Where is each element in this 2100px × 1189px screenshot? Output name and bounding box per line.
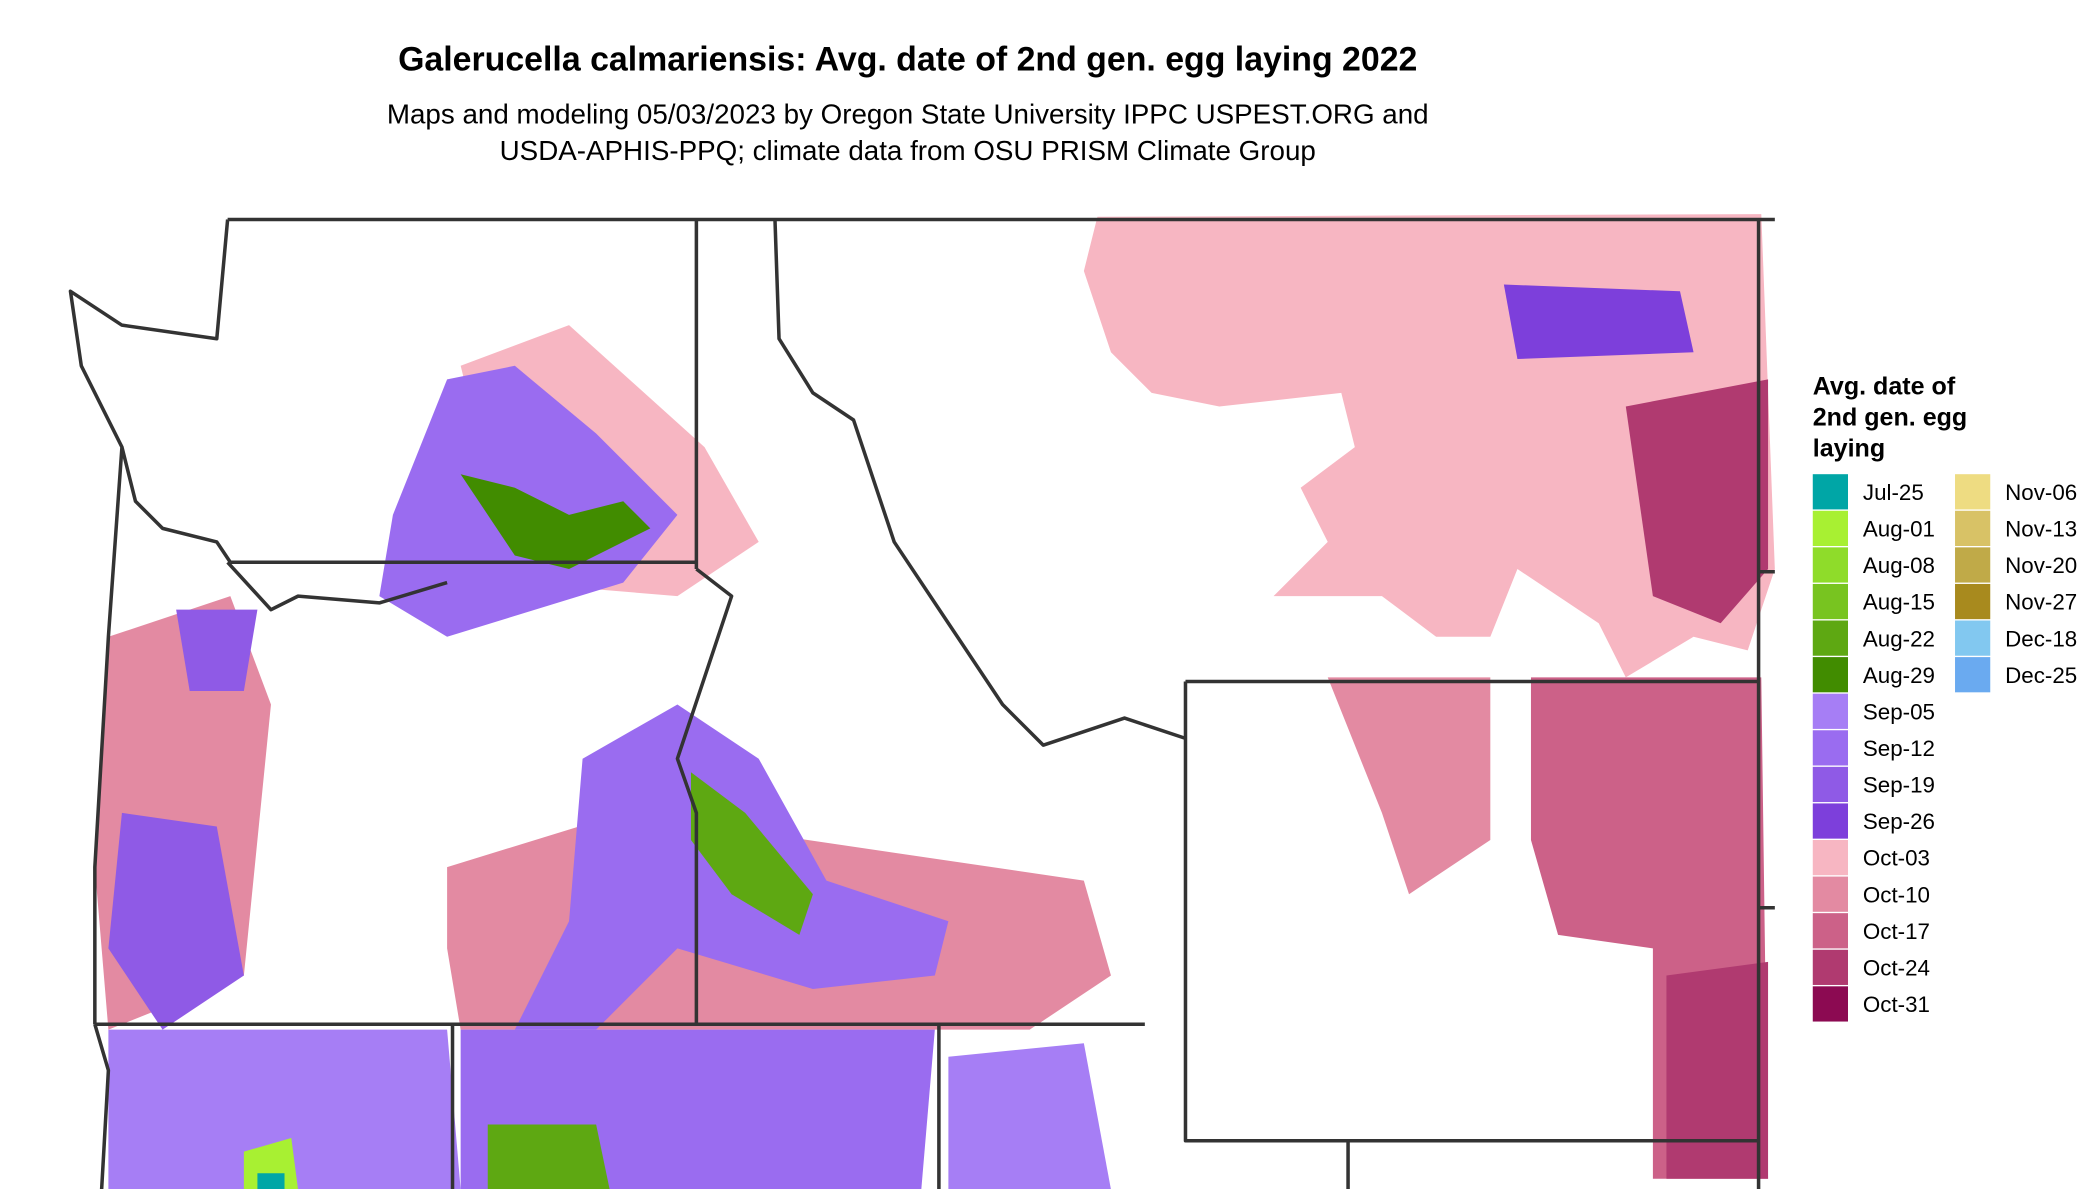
region	[690, 772, 813, 935]
legend-swatch	[1812, 839, 1848, 876]
legend-label: Dec-18	[2005, 626, 2077, 651]
legend-swatch	[1955, 474, 1991, 510]
legend: Avg. date of 2nd gen. egg laying Jul-25 A…	[1812, 372, 2077, 1022]
legend-swatch	[1812, 913, 1848, 949]
region	[1327, 677, 1491, 895]
region	[108, 812, 244, 1030]
legend-label: Sep-26	[1863, 809, 1935, 834]
legend-label: Oct-31	[1863, 992, 1930, 1017]
legend-label: Nov-13	[2005, 517, 2077, 542]
region	[108, 1029, 461, 1189]
legend-swatch	[1812, 730, 1848, 766]
legend-swatch	[1812, 803, 1848, 839]
legend-swatch	[1812, 693, 1848, 729]
map-green-regions	[243, 474, 813, 1189]
region	[176, 609, 258, 691]
legend-items: Jul-25 Aug-01 Aug-08 Aug-15 Aug-22 Aug-29 Sep-…	[1812, 474, 2077, 1022]
legend-swatch	[1812, 620, 1848, 656]
region	[1666, 961, 1769, 1179]
legend-label: Nov-20	[2005, 553, 2077, 578]
legend-swatch	[1955, 547, 1991, 583]
region	[948, 1043, 1111, 1189]
legend-swatch	[1812, 876, 1848, 912]
legend-label: Nov-06	[2005, 480, 2077, 505]
region	[257, 1173, 285, 1189]
map	[68, 214, 1775, 1189]
legend-swatch	[1812, 547, 1848, 583]
legend-label: Aug-29	[1863, 663, 1935, 688]
region	[460, 474, 651, 570]
legend-label: Oct-24	[1863, 955, 1930, 980]
legend-swatch	[1812, 474, 1848, 510]
border	[68, 217, 1775, 1189]
legend-label: Aug-08	[1863, 553, 1935, 578]
legend-swatch	[1955, 510, 1991, 546]
legend-swatch	[1955, 657, 1991, 693]
legend-label: Oct-03	[1863, 846, 1930, 871]
legend-label: Oct-17	[1863, 919, 1930, 944]
title: Galerucella calmariensis: Avg. date of 2…	[398, 40, 1417, 78]
subtitle: USDA-APHIS-PPQ; climate data from OSU PR…	[500, 135, 1316, 166]
legend-label: Oct-10	[1863, 882, 1930, 907]
legend-label: Sep-19	[1863, 773, 1935, 798]
region	[1625, 379, 1769, 624]
legend-swatch	[1955, 583, 1991, 620]
legend-title: laying	[1813, 435, 1885, 463]
state-borders	[68, 217, 1775, 1189]
legend-label: Sep-05	[1863, 699, 1935, 724]
legend-label: Aug-15	[1863, 590, 1935, 615]
legend-swatch	[1812, 510, 1848, 546]
legend-swatch	[1812, 949, 1848, 985]
legend-label: Jul-25	[1863, 480, 1924, 505]
legend-swatch	[1812, 657, 1848, 693]
legend-swatch	[1812, 986, 1848, 1022]
legend-label: Aug-01	[1863, 517, 1935, 542]
region	[1503, 284, 1694, 360]
legend-label: Aug-22	[1863, 626, 1935, 651]
legend-label: Nov-27	[2005, 590, 2077, 615]
legend-title: 2nd gen. egg	[1813, 403, 1967, 431]
legend-swatch	[1812, 766, 1848, 803]
legend-swatch	[1812, 583, 1848, 620]
legend-label: Sep-12	[1863, 736, 1935, 761]
legend-title: Avg. date of	[1813, 372, 1956, 400]
legend-label: Dec-25	[2005, 663, 2077, 688]
legend-swatch	[1955, 620, 1991, 656]
subtitle: Maps and modeling 05/03/2023 by Oregon S…	[387, 98, 1429, 129]
region	[487, 1124, 610, 1189]
